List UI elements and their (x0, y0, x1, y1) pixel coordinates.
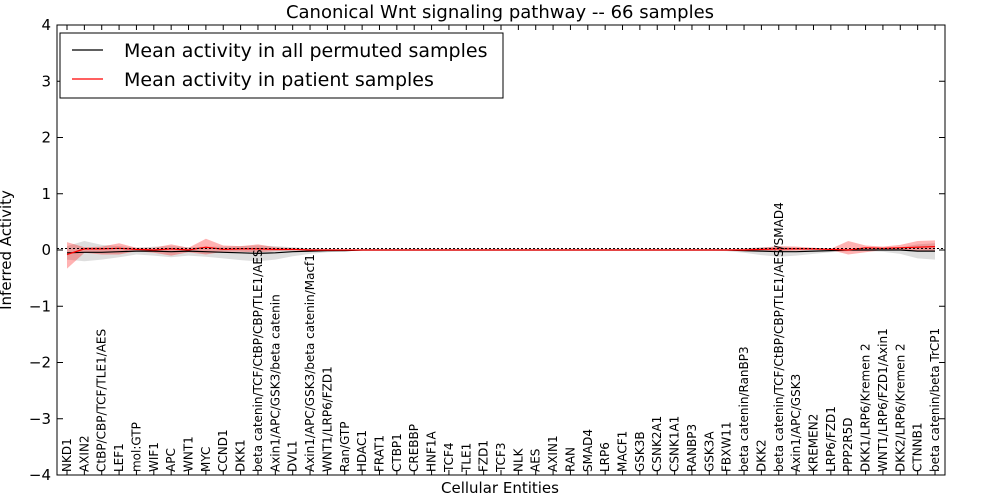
x-tick-label: Ran/GTP (338, 421, 352, 472)
x-tick-label: Axin1/APC/GSK3/beta catenin/Macf1 (303, 254, 317, 472)
x-tick-label: beta catenin/TCF/CtBP/CBP/TLE1/AES (251, 249, 265, 472)
x-tick-label: mol:GTP (129, 422, 143, 472)
x-tick-label: WIF1 (147, 442, 161, 472)
x-tick-label: FBXW11 (720, 422, 734, 473)
x-tick-label: beta catenin/TCF/CtBP/CBP/TLE1/AES/SMAD4 (772, 202, 786, 472)
x-tick-label: beta catenin/beta TrCP1 (928, 328, 942, 472)
x-tick-label: GSK3B (633, 431, 647, 472)
x-tick-label: TLE1 (459, 443, 473, 473)
x-tick-label: RAN (563, 447, 577, 472)
confidence-bands (67, 238, 935, 269)
x-tick-label: CtBP/CBP/TCF/TLE1/AES (95, 329, 109, 472)
y-axis: −4 −3 −2 −1 0 1 2 3 4 (29, 16, 945, 484)
x-tick-label: RANBP3 (685, 424, 699, 472)
legend: Mean activity in all permuted samples Mea… (59, 32, 504, 99)
y-tick-label: 0 (41, 241, 51, 259)
legend-label: Mean activity in patient samples (124, 69, 434, 91)
y-tick-label: 2 (41, 129, 51, 147)
x-tick-label: MACF1 (616, 431, 630, 472)
x-tick-label: CSNK1A1 (668, 416, 682, 472)
x-tick-label: FRAT1 (372, 435, 386, 472)
x-tick-label: WNT1 (182, 436, 196, 472)
x-tick-label: KREMEN2 (806, 414, 820, 472)
x-tick-label: LEF1 (112, 443, 126, 472)
x-tick-label: MYC (199, 447, 213, 472)
y-tick-label: 1 (41, 185, 51, 203)
x-tick-label: WNT1/LRP6/FZD1 (320, 366, 334, 472)
x-tick-label: DKK1/LRP6/Kremen 2 (859, 343, 873, 472)
x-tick-label: APC (164, 448, 178, 472)
x-tick-label: CREBBP (407, 424, 421, 472)
x-tick-label: DKK2/LRP6/Kremen 2 (893, 343, 907, 472)
x-tick-label: LRP6/FZD1 (824, 406, 838, 472)
x-tick-label: CTBP1 (390, 433, 404, 472)
x-axis-label: Cellular Entities (441, 479, 559, 497)
x-tick-label: WNT1/LRP6/FZD1/Axin1 (876, 328, 890, 472)
x-tick-label: SMAD4 (581, 429, 595, 472)
x-tick-label: AXIN1 (546, 435, 560, 472)
legend-box (59, 32, 504, 99)
x-tick-label: Axin1/APC/GSK3/beta catenin (268, 294, 282, 472)
chart-title: Canonical Wnt signaling pathway -- 66 sa… (286, 2, 714, 23)
x-tick-label: NLK (511, 447, 525, 472)
x-tick-label: HNF1A (425, 430, 439, 472)
x-tick-label: AXIN2 (77, 435, 91, 472)
y-tick-label: −1 (29, 297, 51, 315)
x-tick-label: CSNK2A1 (650, 416, 664, 472)
x-tick-label: DKK2 (754, 439, 768, 472)
x-tick-label: Axin1/APC/GSK3 (789, 374, 803, 472)
y-tick-label: −4 (29, 466, 51, 484)
y-tick-label: 4 (41, 16, 51, 34)
series-band-1 (67, 238, 935, 269)
x-tick-label: beta catenin/RanBP3 (737, 346, 751, 472)
y-tick-label: 3 (41, 72, 51, 90)
x-tick-label: TCF3 (494, 442, 508, 473)
y-tick-label: −3 (29, 410, 51, 428)
x-axis: NKD1 AXIN2 CtBP/CBP/TCF/TLE1/AES LEF1 mol:GT… (60, 25, 942, 475)
x-tick-label: GSK3A (702, 431, 716, 472)
y-tick-label: −2 (29, 354, 51, 372)
x-tick-label: FZD1 (477, 440, 491, 472)
y-axis-label: Inferred Activity (0, 190, 15, 310)
legend-label: Mean activity in all permuted samples (124, 40, 487, 62)
x-tick-label: PPP2R5D (841, 417, 855, 472)
x-tick-label: NKD1 (60, 438, 74, 472)
x-tick-label: DVL1 (286, 440, 300, 472)
x-tick-label: CTNNB1 (911, 422, 925, 472)
x-tick-label: HDAC1 (355, 430, 369, 472)
plot-frame (56, 24, 946, 476)
x-tick-label: CCND1 (216, 429, 230, 472)
x-tick-label: LRP6 (598, 442, 612, 472)
x-tick-label: TCF4 (442, 442, 456, 473)
x-tick-label: DKK1 (234, 439, 248, 472)
series-band-0 (67, 241, 935, 262)
x-tick-label: AES (529, 449, 543, 472)
